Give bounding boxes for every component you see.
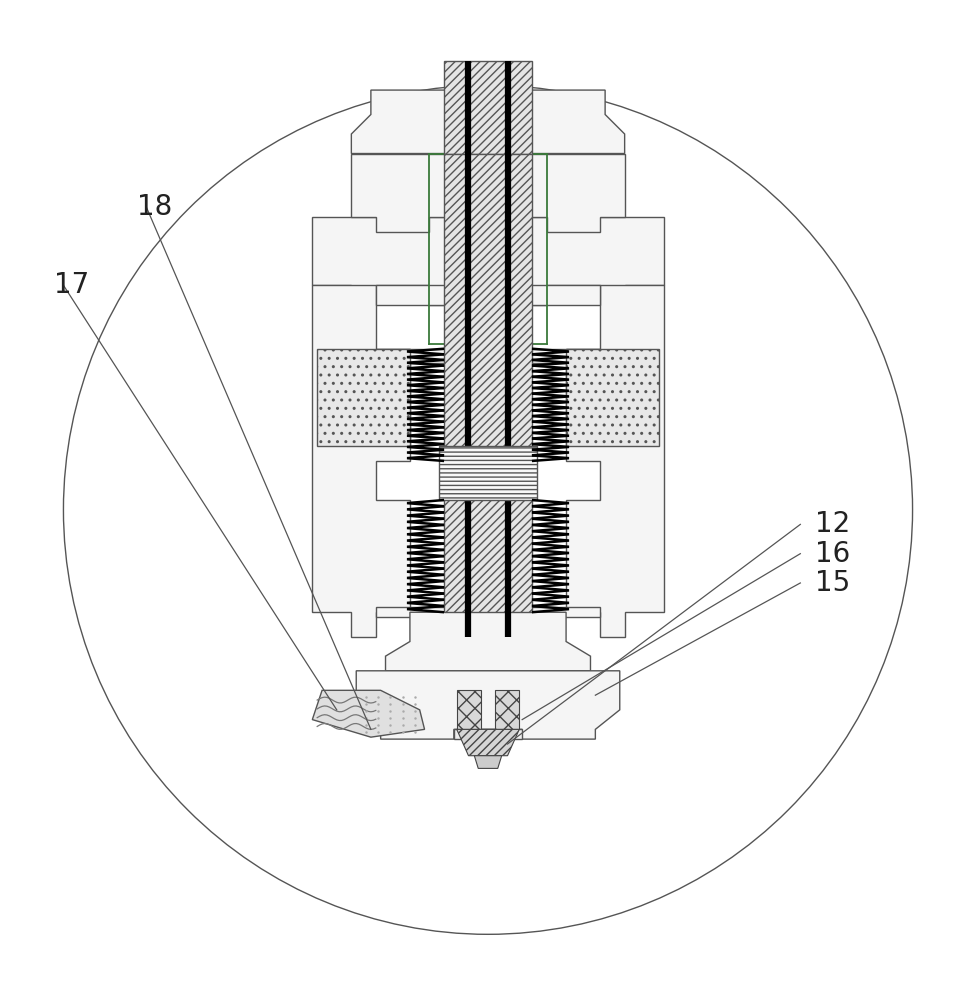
Polygon shape — [566, 285, 664, 637]
Polygon shape — [457, 729, 519, 756]
Polygon shape — [454, 729, 522, 739]
Text: 16: 16 — [815, 540, 850, 568]
Polygon shape — [351, 154, 625, 232]
Bar — [444, 61, 532, 154]
Polygon shape — [312, 690, 425, 737]
Bar — [317, 349, 410, 446]
Polygon shape — [376, 285, 600, 305]
Polygon shape — [356, 671, 620, 739]
Polygon shape — [474, 756, 502, 768]
Bar — [457, 690, 481, 729]
Bar — [495, 690, 519, 729]
Bar — [566, 349, 659, 446]
Text: 15: 15 — [815, 569, 850, 597]
Polygon shape — [312, 285, 410, 637]
Text: 18: 18 — [137, 193, 172, 221]
Polygon shape — [312, 217, 664, 305]
Polygon shape — [386, 612, 590, 671]
Bar — [444, 154, 532, 612]
Polygon shape — [376, 349, 600, 363]
Bar — [439, 446, 537, 500]
Polygon shape — [351, 90, 625, 154]
Text: 12: 12 — [815, 510, 850, 538]
Polygon shape — [376, 607, 600, 617]
Text: 17: 17 — [54, 271, 89, 299]
